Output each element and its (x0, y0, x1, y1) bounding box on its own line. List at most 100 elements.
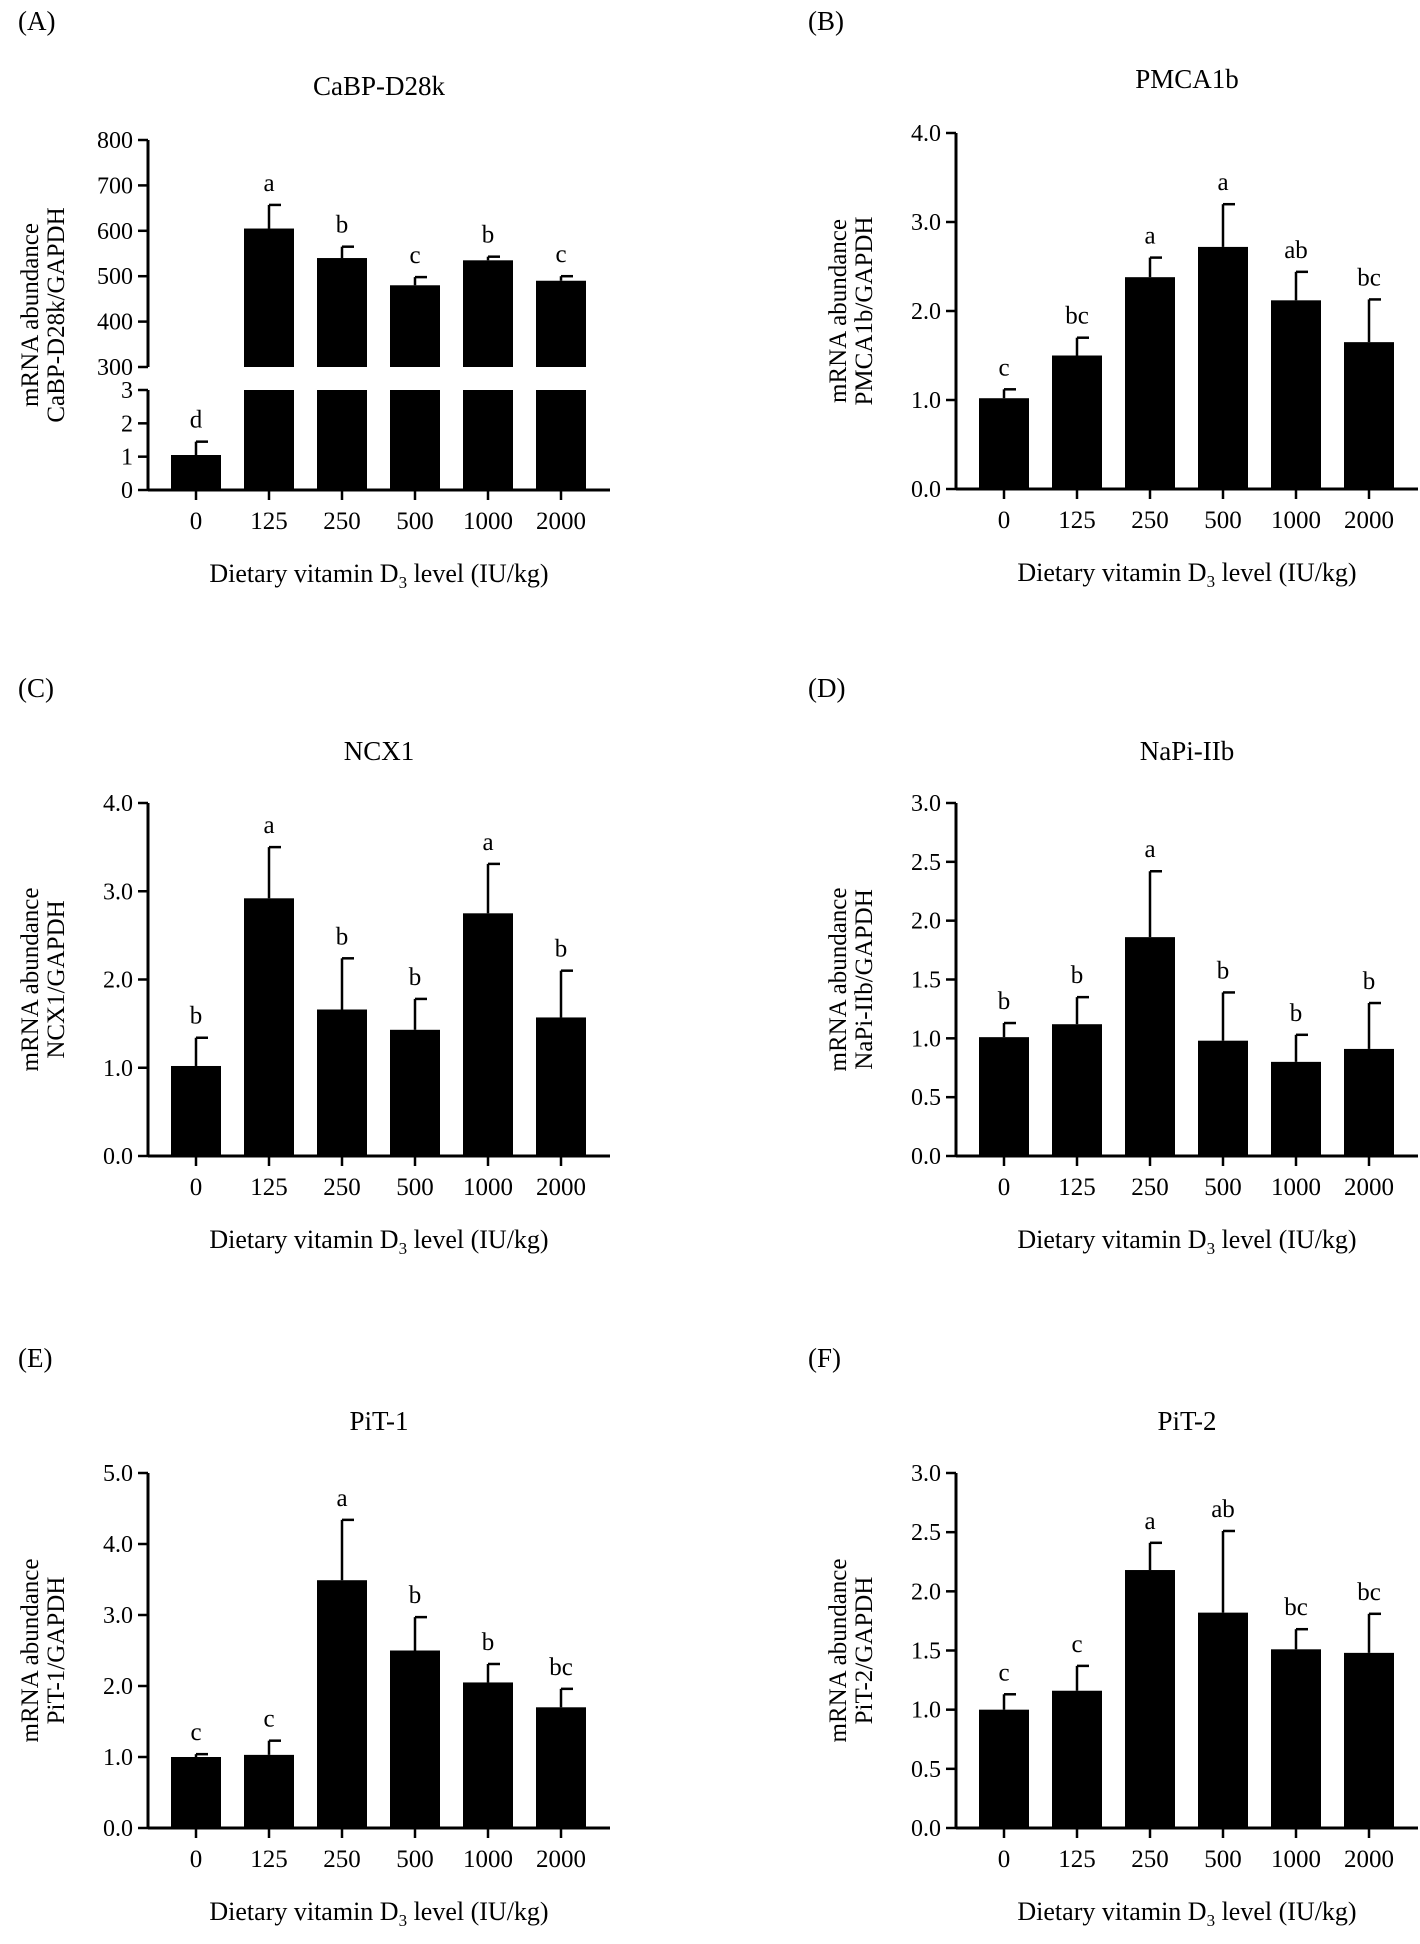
significance-letter: bc (1065, 303, 1089, 330)
bar-lower-segment (390, 390, 440, 490)
bar (536, 280, 586, 367)
y-tick-label: 800 (97, 128, 133, 154)
x-axis-label: Dietary vitamin D3 level (IU/kg) (1017, 1897, 1356, 1930)
significance-letter: b (336, 923, 349, 950)
y-tick-label: 2.0 (911, 299, 941, 325)
panel-label: (F) (808, 1343, 841, 1373)
x-tick-label: 250 (323, 1846, 361, 1873)
y-axis-label-line1: mRNA abundance (17, 1559, 44, 1743)
y-tick-label: 5.0 (103, 1461, 133, 1487)
x-axis-label: Dietary vitamin D3 level (IU/kg) (1017, 558, 1356, 591)
y-axis-label-line1: mRNA abundance (825, 1559, 852, 1743)
y-tick-label: 2.5 (911, 850, 941, 876)
x-tick-label: 2000 (1344, 1174, 1394, 1201)
significance-letter: a (1217, 169, 1228, 196)
x-tick-label: 1000 (1271, 1846, 1321, 1873)
x-tick-label: 1000 (463, 1846, 513, 1873)
x-tick-label: 2000 (536, 1846, 586, 1873)
significance-letter: c (998, 354, 1009, 381)
y-tick-label: 4.0 (103, 791, 133, 817)
panel-f: (F) PiT-2 mRNA abundance PiT-2/GAPDH Dietary… (808, 1343, 1418, 1930)
y-tick-label: 3.0 (103, 879, 133, 905)
bar (390, 285, 440, 367)
bar (1271, 300, 1321, 489)
panel-d: (D) NaPi-IIb mRNA abundance NaPi-IIb/GAPDH D… (808, 673, 1418, 1258)
bar (979, 1709, 1029, 1828)
x-tick-label: 125 (250, 1174, 288, 1201)
y-axis-label-line1: mRNA abundance (17, 223, 44, 407)
x-axis-label-main: Dietary vitamin D (1017, 1897, 1206, 1926)
x-tick-label: 250 (1131, 1846, 1169, 1873)
bar (979, 1037, 1029, 1156)
significance-letter: b (1071, 962, 1084, 989)
bar (317, 258, 367, 367)
panel-label: (D) (808, 673, 845, 703)
y-tick-label: 500 (97, 264, 133, 290)
x-axis-label-unit: level (IU/kg) (1215, 558, 1357, 587)
x-tick-label: 0 (190, 1174, 203, 1201)
significance-letter: b (409, 1582, 422, 1609)
x-tick-label: 250 (323, 1174, 361, 1201)
significance-letter: b (1290, 1000, 1303, 1027)
significance-letter: b (1363, 968, 1376, 995)
y-tick-label: 2.0 (103, 968, 133, 994)
bar (463, 260, 513, 367)
x-tick-label: 0 (998, 507, 1011, 534)
x-axis-label-subscript: 3 (399, 1911, 408, 1930)
significance-letter: b (336, 212, 349, 239)
y-axis-label-line2: NCX1/GAPDH (43, 900, 70, 1058)
chart-title: PiT-2 (1157, 1406, 1216, 1436)
panel-label: (C) (18, 673, 54, 703)
y-tick-label: 0.5 (911, 1085, 941, 1111)
significance-letter: b (409, 964, 422, 991)
significance-letter: c (190, 1719, 201, 1746)
significance-letter: a (263, 812, 274, 839)
bar (536, 1017, 586, 1156)
bar (1198, 1040, 1248, 1156)
x-tick-label: 0 (998, 1174, 1011, 1201)
y-axis-label-line1: mRNA abundance (825, 219, 852, 403)
y-tick-label: 300 (97, 355, 133, 381)
significance-letter: d (190, 407, 203, 434)
y-tick-label: 0.0 (911, 1144, 941, 1170)
x-tick-label: 125 (1058, 507, 1096, 534)
y-tick-label: 0.0 (103, 1144, 133, 1170)
x-tick-label: 250 (1131, 1174, 1169, 1201)
y-tick-label: 3.0 (103, 1603, 133, 1629)
significance-letter: bc (1284, 1594, 1308, 1621)
x-tick-label: 1000 (1271, 507, 1321, 534)
y-tick-label: 2.0 (103, 1674, 133, 1700)
x-tick-label: 125 (250, 1846, 288, 1873)
x-tick-label: 2000 (536, 1174, 586, 1201)
x-tick-label: 500 (396, 508, 434, 535)
x-axis-label-unit: level (IU/kg) (1215, 1225, 1357, 1254)
significance-letter: ab (1284, 237, 1308, 264)
y-tick-label: 0.0 (911, 477, 941, 503)
significance-letter: bc (549, 1654, 573, 1681)
significance-letter: c (998, 1659, 1009, 1686)
bar (536, 1707, 586, 1828)
x-tick-label: 125 (250, 508, 288, 535)
x-axis-label-unit: level (IU/kg) (1215, 1897, 1357, 1926)
x-axis-label: Dietary vitamin D3 level (IU/kg) (1017, 1225, 1356, 1258)
x-tick-label: 125 (1058, 1846, 1096, 1873)
bar (171, 455, 221, 490)
bar (244, 898, 294, 1156)
x-tick-label: 500 (1204, 1174, 1242, 1201)
y-axis-label-line1: mRNA abundance (17, 888, 44, 1072)
y-tick-label: 1.5 (911, 1639, 941, 1665)
bar (1271, 1649, 1321, 1828)
chart-title: NCX1 (344, 736, 415, 766)
x-tick-label: 1000 (463, 1174, 513, 1201)
bar (463, 913, 513, 1156)
bar (1125, 937, 1175, 1156)
chart-title: CaBP-D28k (313, 71, 446, 101)
y-tick-label: 0.0 (103, 1816, 133, 1842)
significance-letter: a (336, 1485, 347, 1512)
y-tick-label: 700 (97, 173, 133, 199)
y-tick-label: 0.5 (911, 1757, 941, 1783)
x-tick-label: 250 (323, 508, 361, 535)
significance-letter: bc (1357, 264, 1381, 291)
x-axis-label-unit: level (IU/kg) (407, 1897, 549, 1926)
y-tick-label: 4.0 (911, 121, 941, 147)
